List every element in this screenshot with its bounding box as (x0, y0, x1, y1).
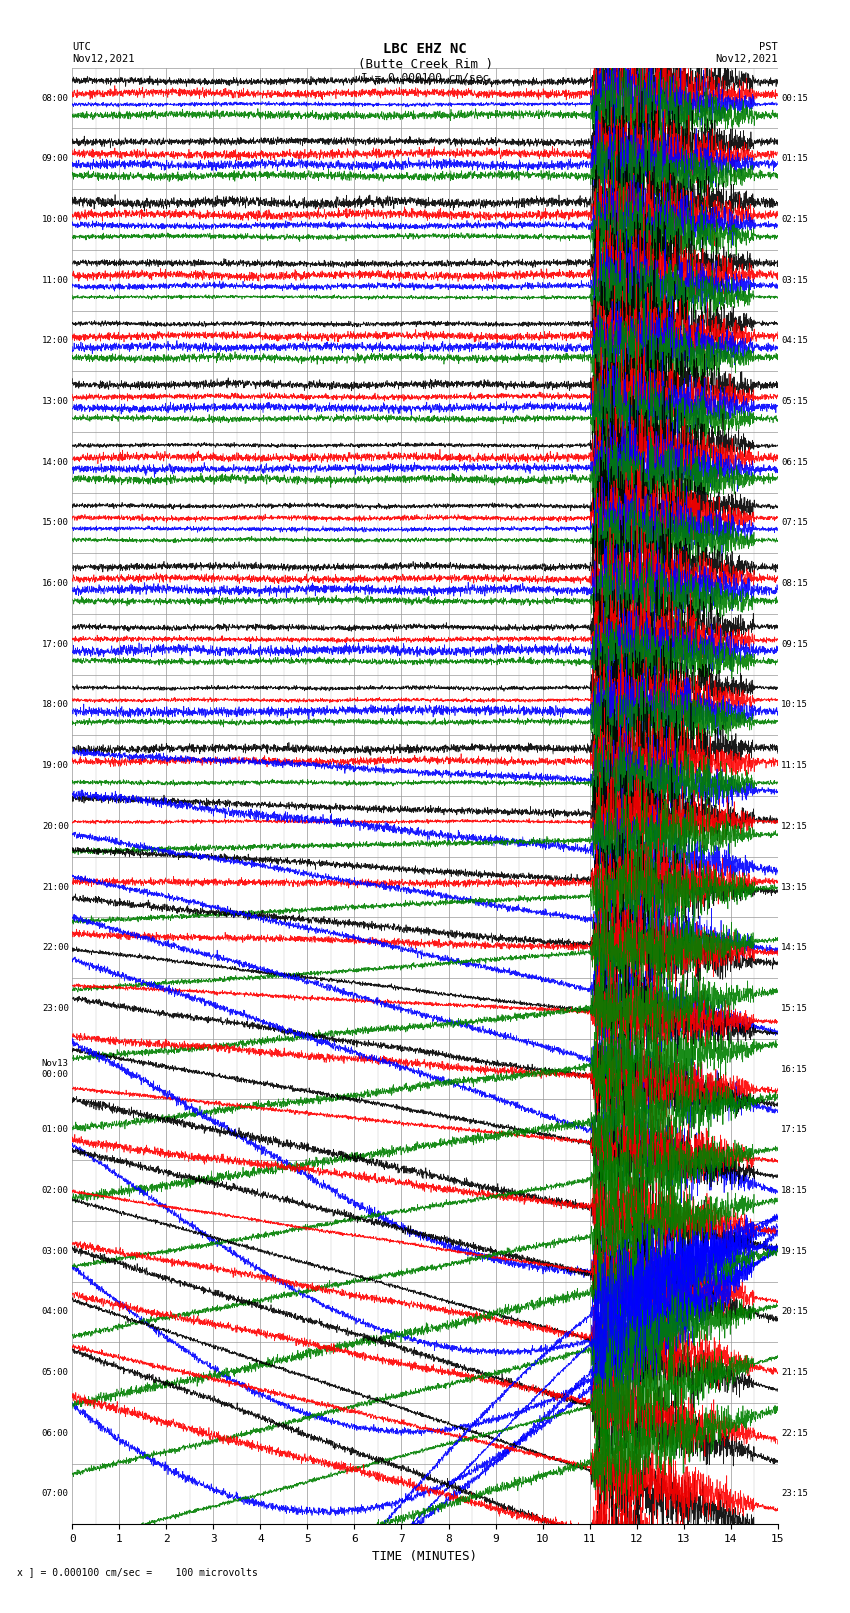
Text: 17:15: 17:15 (781, 1126, 808, 1134)
X-axis label: TIME (MINUTES): TIME (MINUTES) (372, 1550, 478, 1563)
Text: 20:00: 20:00 (42, 823, 69, 831)
Text: 21:00: 21:00 (42, 882, 69, 892)
Text: 23:15: 23:15 (781, 1489, 808, 1498)
Text: 15:15: 15:15 (781, 1003, 808, 1013)
Text: 12:00: 12:00 (42, 337, 69, 345)
Text: (Butte Creek Rim ): (Butte Creek Rim ) (358, 58, 492, 71)
Text: 05:15: 05:15 (781, 397, 808, 406)
Text: 00:15: 00:15 (781, 94, 808, 103)
Text: 02:00: 02:00 (42, 1186, 69, 1195)
Text: 22:00: 22:00 (42, 944, 69, 952)
Text: I = 0.000100 cm/sec: I = 0.000100 cm/sec (361, 73, 489, 82)
Text: 08:00: 08:00 (42, 94, 69, 103)
Text: 09:15: 09:15 (781, 640, 808, 648)
Text: 21:15: 21:15 (781, 1368, 808, 1378)
Text: 19:15: 19:15 (781, 1247, 808, 1255)
Text: 22:15: 22:15 (781, 1429, 808, 1437)
Text: 07:00: 07:00 (42, 1489, 69, 1498)
Text: 23:00: 23:00 (42, 1003, 69, 1013)
Text: 18:15: 18:15 (781, 1186, 808, 1195)
Text: x ] = 0.000100 cm/sec =    100 microvolts: x ] = 0.000100 cm/sec = 100 microvolts (17, 1568, 258, 1578)
Text: 13:00: 13:00 (42, 397, 69, 406)
Text: 01:15: 01:15 (781, 155, 808, 163)
Text: 17:00: 17:00 (42, 640, 69, 648)
Text: 15:00: 15:00 (42, 518, 69, 527)
Text: 12:15: 12:15 (781, 823, 808, 831)
Text: 19:00: 19:00 (42, 761, 69, 769)
Text: 14:15: 14:15 (781, 944, 808, 952)
Text: 07:15: 07:15 (781, 518, 808, 527)
Text: 11:15: 11:15 (781, 761, 808, 769)
Text: 08:15: 08:15 (781, 579, 808, 589)
Text: 01:00: 01:00 (42, 1126, 69, 1134)
Text: 11:00: 11:00 (42, 276, 69, 284)
Text: 16:15: 16:15 (781, 1065, 808, 1074)
Text: 04:00: 04:00 (42, 1308, 69, 1316)
Text: 20:15: 20:15 (781, 1308, 808, 1316)
Text: 04:15: 04:15 (781, 337, 808, 345)
Text: 06:15: 06:15 (781, 458, 808, 466)
Text: LBC EHZ NC: LBC EHZ NC (383, 42, 467, 56)
Text: 14:00: 14:00 (42, 458, 69, 466)
Text: 16:00: 16:00 (42, 579, 69, 589)
Text: 13:15: 13:15 (781, 882, 808, 892)
Text: PST
Nov12,2021: PST Nov12,2021 (715, 42, 778, 63)
Text: 10:15: 10:15 (781, 700, 808, 710)
Text: 02:15: 02:15 (781, 215, 808, 224)
Text: 05:00: 05:00 (42, 1368, 69, 1378)
Text: 10:00: 10:00 (42, 215, 69, 224)
Text: 06:00: 06:00 (42, 1429, 69, 1437)
Text: 03:00: 03:00 (42, 1247, 69, 1255)
Text: 18:00: 18:00 (42, 700, 69, 710)
Text: UTC
Nov12,2021: UTC Nov12,2021 (72, 42, 135, 63)
Text: 03:15: 03:15 (781, 276, 808, 284)
Text: Nov13
00:00: Nov13 00:00 (42, 1060, 69, 1079)
Text: 09:00: 09:00 (42, 155, 69, 163)
